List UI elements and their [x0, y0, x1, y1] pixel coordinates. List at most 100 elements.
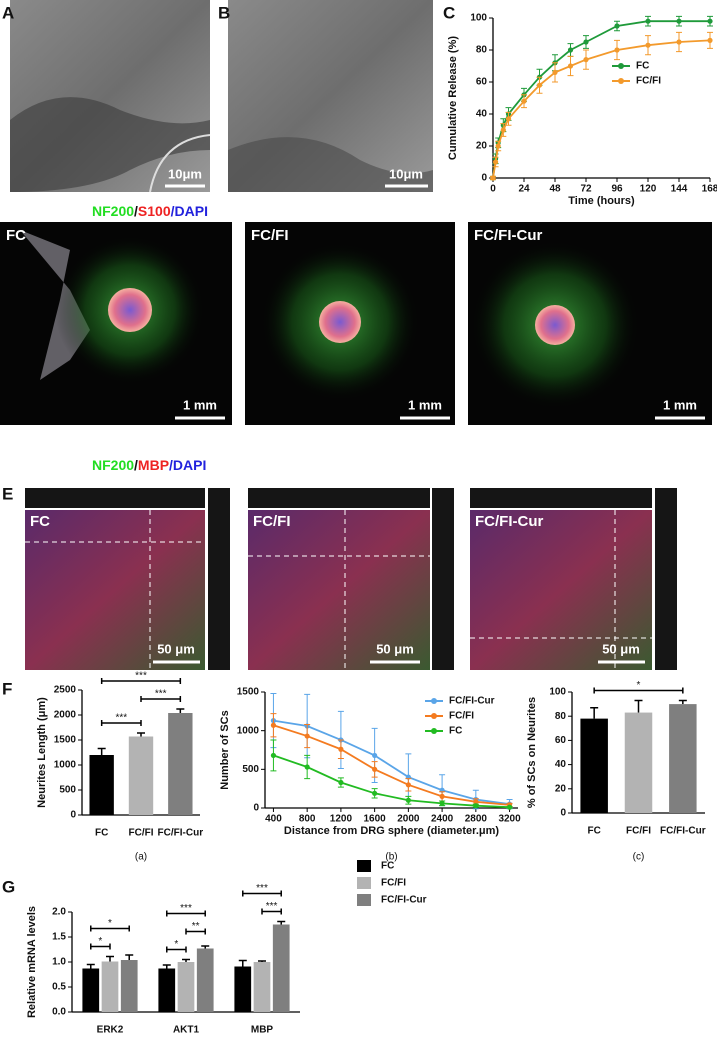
stain-part: /DAPI [169, 457, 206, 473]
x-tick-label: 168 [702, 184, 717, 195]
x-tick-label: 2000 [397, 814, 420, 825]
legend-label: FC [381, 861, 394, 872]
error-bar [125, 954, 134, 960]
y-tick-label: 2500 [54, 685, 77, 696]
legend-swatch [357, 894, 371, 906]
stain-part: S100 [138, 203, 171, 219]
significance-bracket [100, 720, 142, 726]
x-tick-label: 2800 [465, 814, 488, 825]
sem-texture [228, 137, 433, 192]
panel-label: B [218, 3, 230, 22]
ortho-strip [25, 488, 205, 508]
y-tick-label: 80 [476, 45, 488, 56]
y-tick-label: 0.5 [52, 982, 66, 993]
image-label: FC/FI-Cur [475, 513, 543, 530]
bar [128, 736, 154, 815]
y-tick-label: 0.0 [52, 1007, 66, 1018]
significance-label: *** [115, 713, 127, 724]
point [304, 764, 310, 770]
point [500, 127, 506, 133]
x-tick-label: 0 [490, 184, 496, 195]
x-tick-label: 24 [518, 184, 530, 195]
bar [272, 924, 290, 1012]
x-tick-label: 1600 [364, 814, 387, 825]
y-axis-label: Number of SCs [219, 710, 231, 789]
y-tick-label: 2.0 [52, 907, 66, 918]
significance-bracket [100, 678, 182, 684]
y-tick-label: 0 [560, 808, 566, 819]
point [645, 42, 651, 48]
bar [120, 960, 138, 1012]
error-bar [634, 699, 643, 713]
x-tick-label: 48 [549, 184, 561, 195]
x-tick-label: 72 [580, 184, 592, 195]
legend-swatch [357, 877, 371, 889]
error-bar [238, 959, 247, 967]
stain-label: NF200/MBP/DAPI [92, 457, 206, 473]
significance-bracket [140, 696, 182, 702]
point [521, 98, 527, 104]
x-axis-label: Distance from DRG sphere (diameter.μm) [284, 825, 500, 837]
scale-label: 50 μm [157, 641, 195, 656]
bar [168, 713, 193, 815]
caption: (a) [135, 852, 147, 863]
significance-bracket [242, 890, 282, 897]
error-bar [176, 708, 185, 713]
x-tick-label: FC [95, 828, 108, 839]
drg-sphere [108, 288, 152, 332]
error-bar [201, 945, 210, 949]
sem-texture [149, 134, 211, 193]
significance-label: * [637, 680, 641, 691]
point [372, 766, 378, 772]
y-tick-label: 1.0 [52, 957, 66, 968]
x-tick-label: 1200 [330, 814, 353, 825]
point [567, 47, 574, 53]
stain-part: / [134, 203, 138, 219]
y-tick-label: 20 [555, 783, 567, 794]
point [490, 175, 496, 181]
significance-bracket [90, 943, 111, 950]
y-tick-label: 500 [242, 764, 259, 775]
significance-label: *** [135, 671, 147, 682]
error-bar [97, 747, 106, 755]
error-bar [277, 920, 286, 925]
bar [253, 962, 271, 1012]
stain-part: MBP [138, 457, 169, 473]
y-tick-label: 20 [476, 141, 488, 152]
ortho-strip [432, 488, 454, 670]
point [492, 159, 499, 165]
y-tick-label: 80 [555, 711, 567, 722]
y-tick-label: 1.5 [52, 932, 66, 943]
scale-label: 10μm [389, 166, 423, 181]
e-images [25, 488, 677, 670]
point [567, 63, 574, 69]
significance-label: ** [192, 921, 200, 932]
bar [82, 968, 100, 1012]
panel-label: C [443, 3, 455, 22]
panel-label: G [2, 877, 15, 896]
point [614, 47, 620, 53]
ortho-strip [655, 488, 677, 670]
legend-marker [431, 698, 437, 704]
point [405, 782, 411, 788]
x-tick-label: ERK2 [97, 1025, 124, 1036]
error-bar [182, 958, 190, 962]
y-tick-label: 1000 [237, 725, 260, 736]
significance-label: * [108, 918, 112, 929]
point [505, 116, 512, 122]
d-images [0, 222, 712, 425]
x-tick-label: FC/FI-Cur [158, 828, 204, 839]
legend-marker [618, 63, 624, 69]
error-bar [258, 960, 266, 962]
point [304, 733, 310, 739]
legend-swatch [357, 860, 371, 872]
image-label: FC [30, 513, 50, 530]
scale-label: 10μm [168, 166, 202, 181]
legend-label: FC [636, 61, 649, 72]
x-tick-label: 144 [671, 184, 688, 195]
y-tick-label: 0 [70, 810, 76, 821]
x-axis-label: Time (hours) [568, 195, 635, 207]
legend-label: FC [449, 726, 462, 737]
bar [158, 968, 176, 1012]
